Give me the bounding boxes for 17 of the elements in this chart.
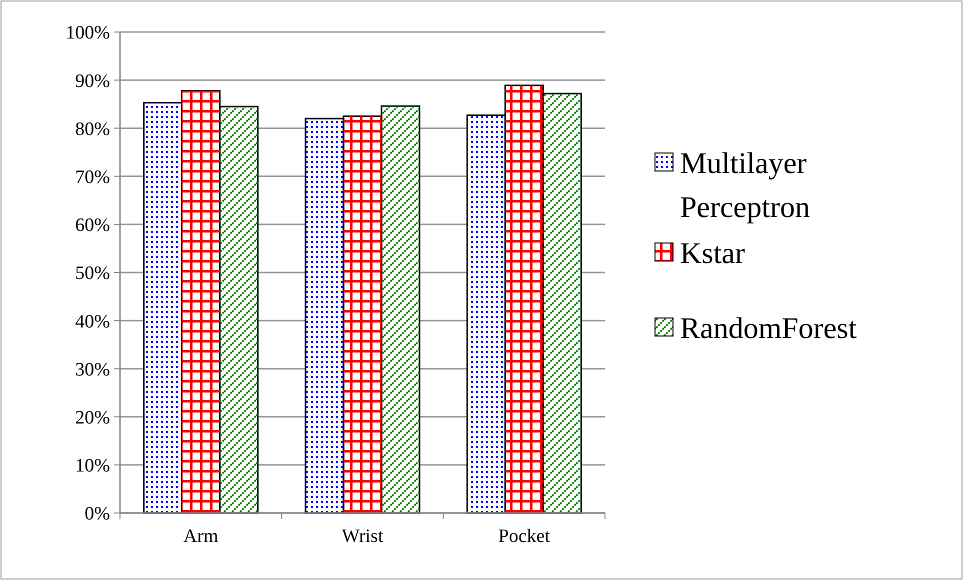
x-tick-label: Pocket [498, 526, 551, 547]
y-tick-label: 100% [66, 22, 110, 44]
x-tick-label: Arm [183, 526, 218, 547]
y-tick-label: 90% [75, 70, 110, 92]
y-tick-label: 10% [75, 456, 110, 477]
y-tick-label: 80% [75, 118, 110, 140]
x-tick-label: Wrist [342, 526, 384, 547]
y-tick-label: 70% [75, 166, 110, 188]
y-tick-label: 50% [75, 263, 110, 284]
legend-label: Multilayer Perceptron [680, 147, 810, 224]
y-tick-label: 30% [75, 359, 110, 380]
legend-label: RandomForest [680, 312, 858, 345]
y-tick-label: 0% [84, 504, 110, 525]
y-tick-label: 40% [75, 311, 110, 332]
y-tick-label: 20% [75, 407, 110, 428]
legend-label: Kstar [680, 237, 745, 270]
y-tick-label: 60% [75, 215, 110, 236]
